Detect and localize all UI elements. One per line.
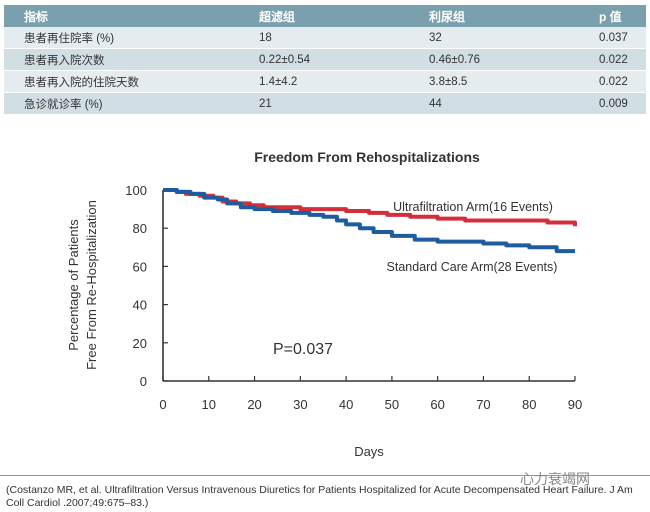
y-axis-label-line2: Free From Re-Hospitalization: [84, 200, 99, 370]
x-tick-label: 30: [293, 397, 307, 412]
table-cell: 44: [409, 92, 579, 115]
legend-ultrafiltration: Ultrafiltration Arm(16 Events): [393, 200, 553, 214]
divider: [0, 475, 650, 476]
table-cell: 3.8±8.5: [409, 70, 579, 93]
ticks: 0 10 20 30 40 50 60 70 80 90 0 20 40 60 80 100: [125, 183, 582, 412]
table-cell: 18: [239, 27, 409, 49]
table-cell: 0.022: [579, 70, 646, 93]
x-tick-label: 90: [568, 397, 582, 412]
table-cell: 患者再入院的住院天数: [4, 70, 239, 93]
table-cell: 0.037: [579, 27, 646, 49]
comparison-table: 指标 超滤组 利尿组 p 值 患者再住院率 (%) 18 32 0.037 患者…: [4, 5, 646, 115]
x-tick-label: 20: [247, 397, 261, 412]
x-tick-label: 0: [159, 397, 166, 412]
y-tick-label: 0: [140, 374, 147, 389]
x-tick-label: 60: [430, 397, 444, 412]
legend-standard-care: Standard Care Arm(28 Events): [387, 260, 558, 274]
header-indicator: 指标: [4, 5, 239, 27]
chart-title: Freedom From Rehospitalizations: [254, 149, 480, 165]
table-header-row: 指标 超滤组 利尿组 p 值: [4, 5, 646, 27]
header-ultrafiltration: 超滤组: [239, 5, 409, 27]
x-axis-label: Days: [354, 444, 384, 459]
table-cell: 0.22±0.54: [239, 48, 409, 71]
standard-care-line: [163, 188, 575, 254]
table-row: 患者再入院次数 0.22±0.54 0.46±0.76 0.022: [4, 48, 646, 71]
x-tick-label: 80: [522, 397, 536, 412]
survival-chart: Freedom From Rehospitalizations Percenta…: [66, 149, 582, 459]
y-axis-label: Percentage of Patients Free From Re-Hosp…: [66, 200, 99, 370]
y-tick-label: 80: [133, 221, 147, 236]
y-tick-label: 60: [133, 259, 147, 274]
x-tick-label: 40: [339, 397, 353, 412]
table-row: 患者再入院的住院天数 1.4±4.2 3.8±8.5 0.022: [4, 70, 646, 93]
y-tick-label: 20: [133, 336, 147, 351]
table-cell: 0.009: [579, 92, 646, 115]
header-p-value: p 值: [579, 5, 646, 27]
table-cell: 患者再入院次数: [4, 48, 239, 71]
table-cell: 患者再住院率 (%): [4, 27, 239, 49]
table-row: 急诊就诊率 (%) 21 44 0.009: [4, 92, 646, 115]
x-tick-label: 70: [476, 397, 490, 412]
y-tick-label: 40: [133, 298, 147, 313]
reference-citation: (Costanzo MR, et al. Ultrafiltration Ver…: [6, 484, 633, 509]
x-tick-label: 50: [385, 397, 399, 412]
p-value-annotation: P=0.037: [273, 341, 333, 358]
table-cell: 1.4±4.2: [239, 70, 409, 93]
table-cell: 急诊就诊率 (%): [4, 92, 239, 115]
axes: [162, 190, 575, 382]
y-tick-label: 100: [125, 183, 147, 198]
table-cell: 32: [409, 27, 579, 49]
x-tick-label: 10: [202, 397, 216, 412]
table-row: 患者再住院率 (%) 18 32 0.037: [4, 27, 646, 49]
y-axis-label-line1: Percentage of Patients: [66, 219, 81, 351]
watermark: 心力衰竭网: [520, 471, 590, 487]
table-cell: 0.022: [579, 48, 646, 71]
table-cell: 21: [239, 92, 409, 115]
header-diuretic: 利尿组: [409, 5, 579, 27]
table-cell: 0.46±0.76: [409, 48, 579, 71]
series-lines: [163, 188, 577, 254]
